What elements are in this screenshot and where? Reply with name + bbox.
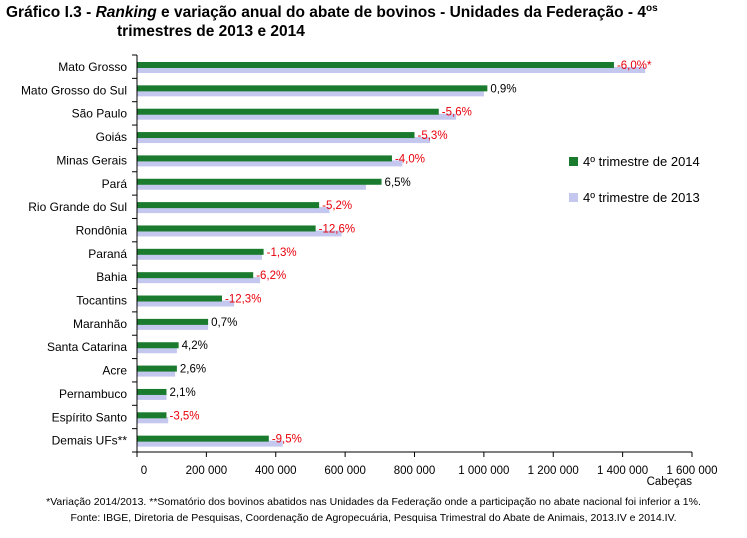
bar-2014-11 [137,318,209,325]
bar-2013-16 [137,440,283,447]
variation-label: -12,3% [225,294,261,306]
variation-label: -6,0%* [617,60,652,72]
bar-2013-3 [137,137,431,144]
bar-2013-2 [137,113,457,120]
bar-2013-1 [137,90,484,97]
variation-label: -4,0% [395,153,425,165]
bars-layer [137,62,646,447]
variation-label: 4,2% [182,340,208,352]
bar-2014-8 [137,248,264,255]
x-axis-title: Cabeças [647,476,693,488]
bar-2014-10 [137,295,222,302]
variation-label: -5,3% [418,130,448,142]
bar-2014-9 [137,272,254,279]
category-label: Rio Grande do Sul [28,200,127,214]
chart-title: Gráfico I.3 - Ranking e variação anual d… [6,3,741,41]
variation-label: -1,3% [267,247,297,259]
category-label: Demais UFs** [52,434,128,448]
category-label: Acre [102,364,127,378]
legend-swatch-2013 [569,193,578,202]
footnote-line2: Fonte: IBGE, Diretoria de Pesquisas, Coo… [70,512,677,524]
category-label: Minas Gerais [56,153,127,167]
bar-2014-16 [137,435,269,442]
axes-layer [132,54,693,457]
variation-label: 6,5% [385,177,411,189]
bar-2013-5 [137,183,366,190]
bar-2014-13 [137,365,177,372]
bar-2014-7 [137,225,316,232]
bar-2013-4 [137,160,403,167]
x-tick-label: 1 600 000 [666,465,717,477]
x-tick-label: 1 200 000 [528,465,579,477]
category-label: Tocantins [76,294,127,308]
variation-label: -5,6% [442,107,472,119]
title-superscript: os [646,2,658,14]
x-tick-label: 400 000 [255,465,297,477]
variation-label: -9,5% [272,434,302,446]
category-label: Santa Catarina [47,340,127,354]
x-tick-label: 0 [141,465,147,477]
footnote: *Variação 2014/2013. **Somatório dos bov… [0,494,747,526]
bar-2013-8 [137,253,262,260]
footnote-line1: *Variação 2014/2013. **Somatório dos bov… [46,496,701,508]
bar-2013-13 [137,370,176,377]
category-label: Pernambuco [59,387,127,401]
bar-2013-14 [137,393,167,400]
category-label: São Paulo [72,107,128,121]
bar-2013-12 [137,347,177,354]
bar-2013-6 [137,207,330,214]
bar-2013-10 [137,300,235,307]
title-line1-rest: e variação anual do abate de bovinos - U… [156,4,647,21]
x-tick-label: 200 000 [186,465,228,477]
category-label: Espírito Santo [52,410,128,424]
x-tick-label: 600 000 [324,465,366,477]
variation-label: -5,2% [322,200,352,212]
bar-2013-9 [137,277,261,284]
variation-label: 0,7% [211,317,237,329]
legend-swatch-2014 [569,157,578,166]
x-tick-label: 1 400 000 [597,465,648,477]
category-label: Rondônia [76,223,128,237]
category-label: Paraná [88,247,127,261]
legend-label-2014: 4º trimestre de 2014 [583,154,700,169]
legend-label-2013: 4º trimestre de 2013 [583,190,700,205]
category-label: Bahia [96,270,127,284]
bar-2014-6 [137,202,320,209]
title-prefix: Gráfico I.3 - [6,4,96,21]
category-label: Mato Grosso [58,60,127,74]
title-ranking: Ranking [95,4,157,21]
legend: 4º trimestre de 2014 4º trimestre de 2013 [569,154,700,205]
variation-label: -3,5% [169,410,199,422]
bar-2013-15 [137,417,169,424]
category-label: Maranhão [73,317,127,331]
labels-layer: Mato Grosso -6,0%* Mato Grosso do Sul 0,9% S… [21,60,718,488]
bar-2014-12 [137,342,179,349]
bar-2014-15 [137,412,167,419]
bar-2014-3 [137,132,415,139]
bar-2013-0 [137,67,646,73]
x-tick-label: 800 000 [394,465,436,477]
bar-2013-11 [137,323,209,330]
x-tick-label: 1 000 000 [458,465,509,477]
category-label: Mato Grosso do Sul [21,83,127,97]
variation-label: 2,1% [169,387,195,399]
bar-2013-7 [137,230,342,237]
category-label: Goiás [96,130,127,144]
title-line2: trimestres de 2013 e 2014 [117,23,305,40]
variation-label: 2,6% [180,364,206,376]
bar-2014-1 [137,85,488,92]
bar-2014-5 [137,178,382,185]
variation-label: -6,2% [256,270,286,282]
bar-2014-14 [137,388,167,395]
category-label: Pará [102,177,128,191]
variation-label: -12,6% [319,223,355,235]
bar-2014-0 [137,62,614,68]
bar-2014-4 [137,155,392,162]
variation-label: 0,9% [490,83,516,95]
bar-2014-2 [137,108,439,115]
